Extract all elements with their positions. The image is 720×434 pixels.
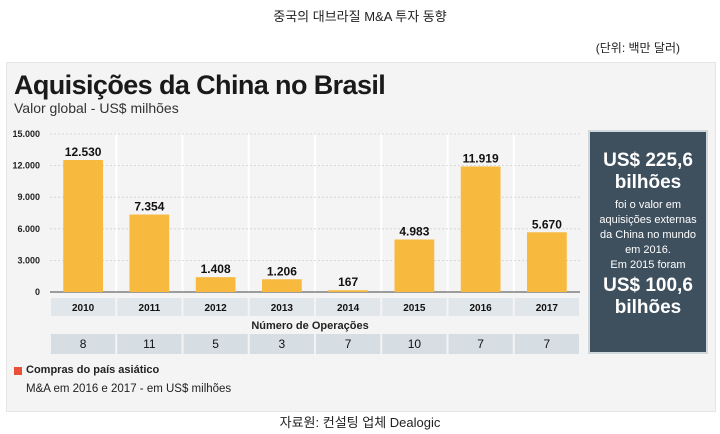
y-tick-label: 6.000 xyxy=(17,224,40,234)
operations-label: Número de Operações xyxy=(251,320,369,332)
bar-2016 xyxy=(460,166,501,292)
y-tick-label: 12.000 xyxy=(12,161,40,171)
value-label-2010: 12.530 xyxy=(65,145,102,159)
bar-2017 xyxy=(527,232,567,292)
x-tick-label-2011: 2011 xyxy=(139,303,161,314)
y-tick-label: 3.000 xyxy=(17,255,40,265)
operations-cell xyxy=(51,334,116,354)
side-text-5: Em 2015 foram xyxy=(610,259,686,271)
operations-count-2015: 10 xyxy=(408,337,422,351)
operations-cell xyxy=(183,334,248,354)
side-total-2016-unit: bilhões xyxy=(614,172,682,193)
x-tick-label-2012: 2012 xyxy=(205,303,228,314)
x-tick-label-2013: 2013 xyxy=(271,303,294,314)
operations-count-2012: 5 xyxy=(212,337,219,351)
operations-cell xyxy=(448,334,513,354)
unit-label: (단위: 백만 달러) xyxy=(595,41,680,55)
value-label-2013: 1.206 xyxy=(267,264,297,278)
value-label-2014: 167 xyxy=(338,275,358,289)
operations-count-2013: 3 xyxy=(279,337,286,351)
operations-cell xyxy=(382,334,447,354)
operations-cell xyxy=(514,334,579,354)
operations-count-2010: 8 xyxy=(80,337,87,351)
x-tick-label-2017: 2017 xyxy=(536,303,559,314)
legend-subtitle: M&A em 2016 e 2017 - em US$ milhões xyxy=(26,383,232,395)
bar-chart: 0 3.000 6.000 9.000 12.000 15.000 12.530 2010 8 7… xyxy=(12,129,580,354)
y-tick-label: 9.000 xyxy=(17,192,40,202)
chart-subtitle: Valor global - US$ milhões xyxy=(14,100,179,116)
side-text-2: aquisições externas xyxy=(599,214,697,226)
category-cell xyxy=(117,298,182,316)
side-total-2015-unit: bilhões xyxy=(614,297,682,318)
bar-2014 xyxy=(328,290,368,292)
bar-2010 xyxy=(63,160,103,292)
category-cell xyxy=(183,298,248,316)
value-label-2011: 7.354 xyxy=(134,200,164,214)
side-text-1: foi o valor em xyxy=(614,199,682,211)
y-tick-label: 15.000 xyxy=(12,129,40,139)
korean-title: 중국의 대브라질 M&A 투자 동향 xyxy=(273,9,447,24)
operations-count-2011: 11 xyxy=(143,337,156,351)
category-cell xyxy=(514,298,579,316)
category-cell xyxy=(249,298,314,316)
x-tick-label-2016: 2016 xyxy=(470,303,493,314)
value-label-2012: 1.408 xyxy=(201,262,231,276)
value-label-2015: 4.983 xyxy=(399,225,429,239)
bar-2015 xyxy=(394,239,435,292)
operations-count-2014: 7 xyxy=(345,337,352,351)
category-cell xyxy=(448,298,513,316)
operations-count-2017: 7 xyxy=(544,337,551,351)
side-text-3: da China no mundo xyxy=(599,229,696,241)
chart-title: Aquisições da China no Brasil xyxy=(14,70,386,100)
operations-cell xyxy=(117,334,182,354)
x-tick-label-2010: 2010 xyxy=(72,303,95,314)
legend-color-square xyxy=(14,367,22,375)
operations-cell xyxy=(249,334,314,354)
side-total-2016: US$ 225,6 xyxy=(603,150,693,171)
value-label-2016: 11.919 xyxy=(463,151,499,165)
x-tick-label-2014: 2014 xyxy=(337,303,360,314)
side-text-4: em 2016. xyxy=(625,244,671,256)
bar-2011 xyxy=(129,214,170,292)
value-label-2017: 5.670 xyxy=(532,217,562,231)
category-cell xyxy=(316,298,381,316)
side-total-2015: US$ 100,6 xyxy=(603,275,693,296)
side-info-box: US$ 225,6 bilhões foi o valor em aquisiç… xyxy=(588,130,708,354)
x-tick-label-2015: 2015 xyxy=(403,303,426,314)
category-cell xyxy=(382,298,447,316)
bar-2012 xyxy=(195,277,236,292)
operations-count-2016: 7 xyxy=(477,337,484,351)
category-cell xyxy=(51,298,116,316)
bar-2013 xyxy=(262,279,302,292)
operations-cell xyxy=(316,334,381,354)
source-note: 자료원: 컨설팅 업체 Dealogic xyxy=(279,415,441,430)
y-tick-label: 0 xyxy=(35,287,40,297)
legend-title: Compras do país asiático xyxy=(26,364,160,376)
